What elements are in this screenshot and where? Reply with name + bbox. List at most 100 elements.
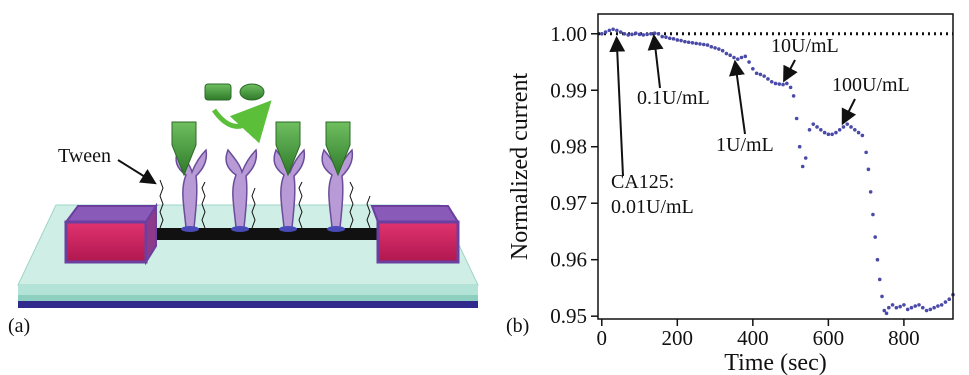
data-point	[664, 35, 668, 39]
data-point	[837, 127, 842, 132]
annotation-label: 1U/mL	[716, 134, 774, 156]
tween-arrow	[117, 159, 157, 185]
annotation-label: 0.1U/mL	[637, 87, 710, 109]
green-curved-arrow	[211, 100, 272, 144]
antigen-rectangle	[204, 83, 232, 101]
data-point	[724, 51, 729, 56]
nanowire-channel	[150, 228, 378, 240]
data-point	[735, 57, 740, 61]
data-point	[873, 235, 878, 239]
data-point	[618, 30, 623, 34]
data-point	[884, 311, 889, 316]
data-point	[751, 66, 755, 71]
data-point	[694, 41, 698, 46]
annotation-label: CA125:	[611, 171, 674, 193]
data-point	[713, 46, 717, 50]
data-point	[607, 28, 612, 33]
data-point	[834, 130, 838, 135]
data-point	[928, 307, 933, 312]
data-point	[853, 127, 857, 132]
data-point	[811, 122, 816, 126]
data-point	[803, 156, 808, 160]
data-point	[826, 132, 831, 137]
annotation: 0.1U/mL	[637, 33, 710, 109]
data-point	[660, 34, 665, 39]
data-point	[769, 79, 774, 84]
green-probes	[171, 121, 351, 177]
data-point	[807, 127, 812, 132]
data-point	[882, 308, 887, 313]
y-tick-label: 0.97	[550, 191, 587, 215]
data-point	[698, 42, 702, 46]
y-tick-label: 0.95	[550, 304, 587, 328]
data-point	[845, 122, 850, 126]
data-point	[849, 125, 853, 129]
annotation: 100U/mL	[832, 74, 910, 126]
left-electrode	[64, 202, 158, 266]
data-point	[860, 133, 865, 138]
data-point	[701, 42, 706, 47]
right-electrode	[370, 205, 460, 264]
data-point	[732, 55, 736, 60]
x-axis-title: Time (sec)	[724, 350, 826, 375]
data-point	[880, 294, 884, 299]
x-tick-label: 600	[813, 326, 845, 350]
data-point	[841, 125, 846, 129]
y-tick-label: 0.98	[550, 135, 587, 159]
data-point	[671, 37, 676, 41]
data-point	[866, 167, 871, 172]
data-point	[856, 130, 861, 135]
data-point	[758, 72, 763, 77]
data-point	[830, 132, 834, 137]
data-point	[652, 31, 657, 36]
data-point	[886, 305, 891, 310]
data-point	[890, 303, 895, 307]
annotations: CA125: 0.01U/mL 0.1U/mL 1U/mL 10U/mL 100U/mL	[609, 33, 910, 218]
data-point	[894, 305, 899, 310]
data-point	[797, 144, 802, 149]
plot-frame	[597, 13, 954, 320]
y-tick-label: 1.00	[550, 22, 587, 46]
data-point	[720, 48, 725, 53]
y-tick-label: 0.99	[550, 78, 587, 102]
data-point	[686, 40, 691, 45]
annotation: 1U/mL	[716, 59, 774, 156]
panel-b-label: (b)	[506, 315, 529, 337]
data-point	[766, 77, 770, 81]
tween-molecules	[159, 179, 371, 229]
data-point	[815, 125, 819, 129]
data-point	[649, 31, 653, 36]
data-point	[924, 308, 929, 313]
annotation-arrow	[783, 59, 798, 83]
data-point	[864, 150, 868, 155]
data-point	[615, 28, 619, 33]
data-point	[877, 277, 882, 282]
data-point	[943, 300, 948, 304]
data-point	[599, 31, 604, 36]
data-point	[905, 307, 910, 312]
data-point	[762, 74, 766, 78]
data-point	[939, 303, 944, 307]
data-point	[622, 31, 627, 36]
x-tick-label: 400	[737, 326, 769, 350]
data-point	[667, 36, 672, 41]
data-point	[641, 33, 646, 37]
data-point	[913, 304, 918, 308]
data-point	[898, 304, 902, 309]
data-point	[777, 82, 782, 86]
x-axis-ticks: 0 200 400 600 800	[597, 319, 920, 350]
data-point	[739, 55, 744, 60]
antibody-bases	[181, 226, 345, 232]
data-point	[690, 41, 695, 45]
data-point	[679, 38, 683, 43]
data-point	[917, 303, 921, 307]
data-point	[656, 31, 661, 36]
data-point	[743, 54, 748, 59]
tween-label: Tween	[58, 145, 111, 167]
data-point	[683, 39, 687, 44]
annotation: 10U/mL	[771, 35, 839, 83]
data-point	[871, 212, 875, 217]
data-point	[747, 60, 751, 64]
data-point	[675, 38, 680, 42]
